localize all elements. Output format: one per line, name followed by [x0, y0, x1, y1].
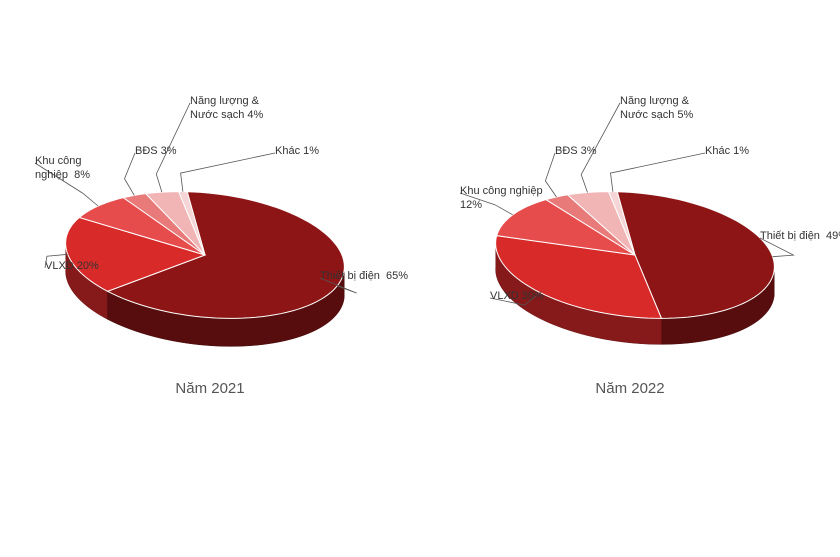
slice-label: Năng lượng & Nước sạch 5%: [620, 95, 693, 123]
chart-title-2021: Năm 2021: [175, 380, 244, 397]
slice-label: Năng lượng & Nước sạch 4%: [190, 95, 263, 123]
chart-cell-2022: Thiết bị điện 49%VLXD 30%Khu công nghiệp…: [440, 90, 820, 397]
slice-label: Khác 1%: [275, 145, 319, 159]
chart-title-2022: Năm 2022: [595, 380, 664, 397]
slice-label: Khu công nghiệp 8%: [35, 155, 90, 183]
slice-label: BĐS 3%: [555, 145, 597, 159]
slice-label: VLXD 20%: [45, 260, 99, 274]
slice-label: Khu công nghiệp 12%: [460, 185, 543, 213]
slice-label: Khác 1%: [705, 145, 749, 159]
slice-label: Thiết bị điện 49%: [760, 230, 840, 244]
chart-cell-2021: Thiết bị điện 65%VLXD 20%Khu công nghiệp…: [20, 90, 400, 397]
slice-label: Thiết bị điện 65%: [320, 270, 408, 284]
slice-label: VLXD 30%: [490, 290, 544, 304]
slice-label: BĐS 3%: [135, 145, 177, 159]
charts-row: Thiết bị điện 65% VLXD 20% Khu công nghiệp…: [0, 0, 840, 397]
pie-chart-2022: Thiết bị điện 49%VLXD 30%Khu công nghiệp…: [440, 90, 820, 340]
pie-chart-2021: Thiết bị điện 65%VLXD 20%Khu công nghiệp…: [20, 90, 400, 340]
